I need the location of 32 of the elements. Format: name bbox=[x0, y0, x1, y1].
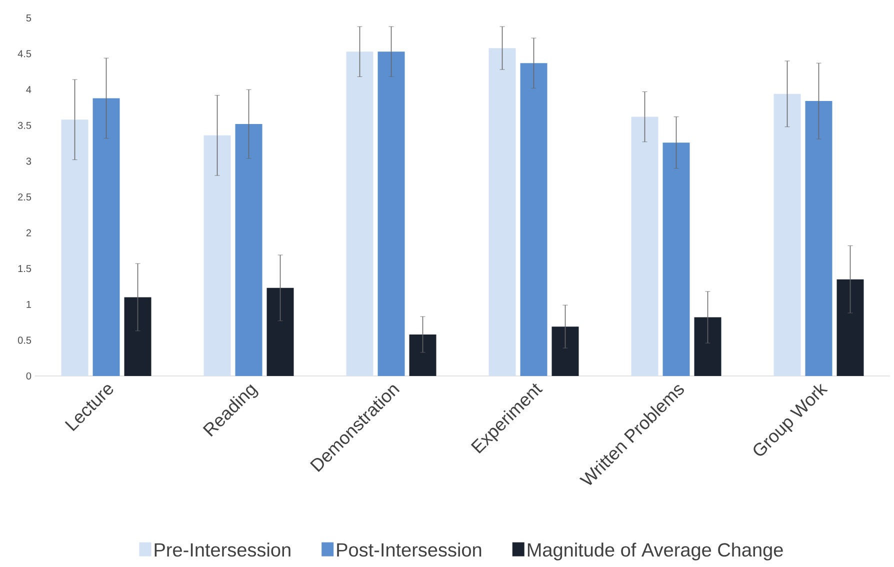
y-tick-label: 1 bbox=[26, 300, 31, 308]
y-tick-label: 3.5 bbox=[18, 122, 32, 129]
bar bbox=[378, 52, 405, 376]
y-tick-label: 4 bbox=[26, 86, 32, 94]
bar bbox=[266, 288, 294, 376]
bar bbox=[662, 142, 690, 376]
bar bbox=[774, 94, 801, 376]
bar bbox=[204, 135, 231, 376]
bar bbox=[92, 98, 120, 376]
bar bbox=[346, 52, 374, 376]
bar bbox=[61, 120, 88, 376]
y-tick-label: 2.5 bbox=[18, 193, 32, 201]
y-tick-label: 0 bbox=[26, 372, 32, 380]
y-tick-label: 0.5 bbox=[18, 336, 32, 344]
bar bbox=[836, 279, 864, 376]
bar bbox=[805, 101, 832, 376]
y-tick-label: 1.5 bbox=[18, 265, 32, 272]
y-tick-label: 5 bbox=[26, 14, 32, 22]
bar bbox=[631, 116, 658, 376]
legend-label: Magnitude of Average Change bbox=[528, 542, 783, 560]
bar bbox=[235, 124, 262, 376]
bar bbox=[409, 334, 436, 376]
bar bbox=[488, 48, 516, 376]
y-tick-label: 2 bbox=[26, 229, 31, 236]
y-tick-label: 4.5 bbox=[18, 50, 32, 58]
bar bbox=[520, 63, 548, 376]
bar bbox=[694, 317, 722, 376]
bar bbox=[552, 326, 579, 376]
legend-label: Post-Intersession bbox=[337, 542, 482, 557]
y-tick-label: 3 bbox=[26, 158, 32, 165]
bar bbox=[124, 297, 152, 376]
legend-label: Pre-Intersession bbox=[154, 542, 290, 557]
